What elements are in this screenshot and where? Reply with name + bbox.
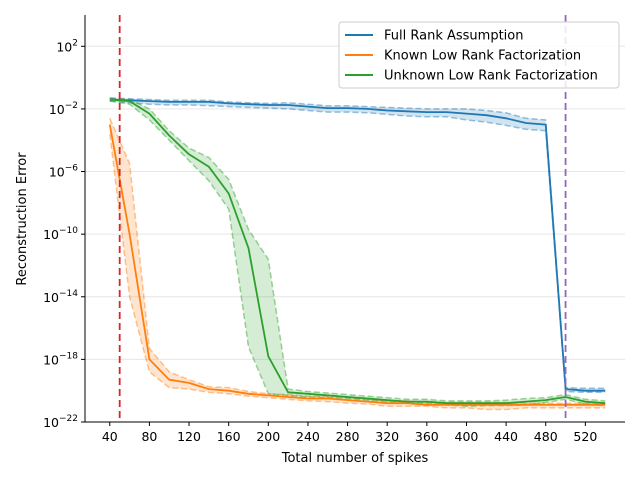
y-tick-exponent: −18 [59,351,78,361]
series-1-line [108,124,606,406]
y-tick-base: 10 [56,39,72,54]
legend-label-unknown-low-rank: Unknown Low Rank Factorization [384,69,598,84]
axes [84,15,625,423]
y-tick-label: 10−10 [43,226,78,242]
y-tick-label: 10−14 [43,289,78,305]
y-tick-label: 10−6 [49,164,78,180]
series-1-upper-bound [109,118,606,404]
y-tick-exponent: −6 [65,164,79,174]
series-1-lower-bound [109,133,606,411]
x-tick-label: 520 [573,429,597,444]
y-tick-base: 10 [49,165,65,180]
series-2-line [109,98,606,405]
y-tick-exponent: −2 [65,101,78,111]
y-tick-label: 10−2 [49,101,78,117]
series-2-band [109,98,606,407]
y-tick-base: 10 [43,415,59,430]
x-axis-label: Total number of spikes [281,451,429,466]
series-0-upper-bound [109,97,606,390]
y-tick-exponent: 2 [72,38,78,48]
x-tick-label: 240 [296,429,320,444]
x-tick-label: 400 [455,429,479,444]
x-tick-label: 160 [217,429,241,444]
y-tick-exponent: −14 [59,289,78,299]
y-tick-base: 10 [49,102,65,117]
x-tick-label: 480 [534,429,558,444]
series-0-lower-bound [109,100,606,394]
y-tick-base: 10 [43,290,59,305]
y-tick-exponent: −10 [59,226,78,236]
x-tick-label: 80 [141,429,157,444]
legend-label-known-low-rank: Known Low Rank Factorization [384,49,581,64]
x-tick-label: 440 [494,429,518,444]
x-tick-label: 40 [102,429,118,444]
x-tick-label: 360 [415,429,439,444]
series-0-band [109,98,606,393]
legend: Full Rank Assumption Known Low Rank Fact… [338,21,620,89]
series-2-lower-bound [109,100,606,408]
x-tick-label: 200 [256,429,280,444]
x-tick-label: 280 [336,429,360,444]
x-tick-label: 120 [177,429,201,444]
y-tick-base: 10 [43,227,59,242]
x-tick-label: 320 [375,429,399,444]
series-lines [108,98,606,406]
y-tick-label: 102 [56,38,78,54]
y-axis-label: Reconstruction Error [15,152,30,286]
legend-label-full-rank: Full Rank Assumption [384,29,523,44]
error-bands [109,97,606,411]
y-tick-label: 10−22 [43,414,78,430]
y-tick-base: 10 [43,352,59,367]
series-1-band [109,118,606,410]
series-2-upper-bound [109,97,606,402]
y-tick-exponent: −22 [59,414,78,424]
series-0-line [109,98,606,392]
x-ticks: 40 80 120 160 200 240 280 320 360 400 440 480 520 [102,422,597,444]
legend-frame [338,21,620,89]
y-tick-label: 10−18 [43,351,78,367]
